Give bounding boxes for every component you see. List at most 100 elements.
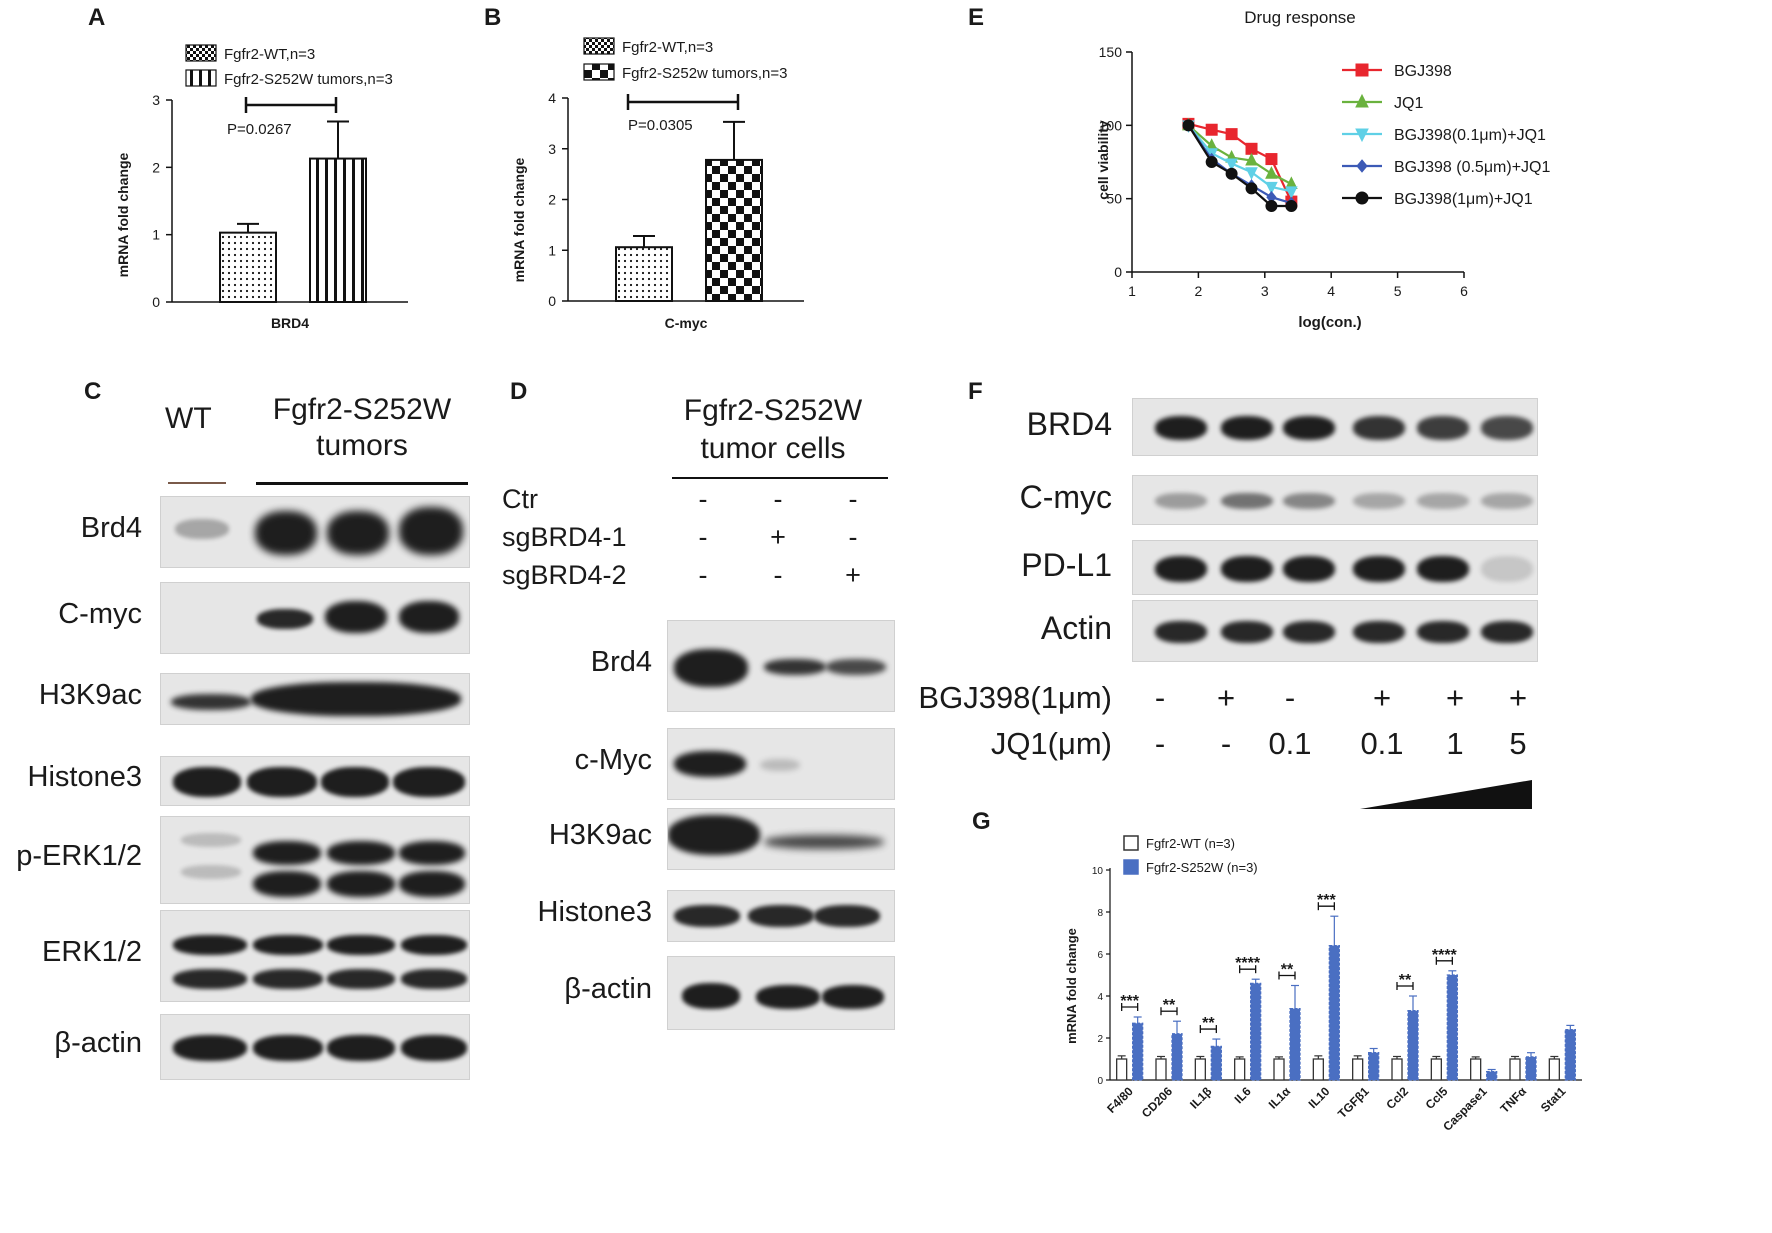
row-label: ERK1/2 [42, 936, 142, 968]
significance-stars: ** [1163, 997, 1176, 1014]
protein-band [399, 871, 465, 897]
protein-band [1221, 493, 1273, 509]
bar [1564, 1028, 1576, 1081]
bar [1132, 1022, 1144, 1081]
row-label: PD-L1 [1021, 546, 1112, 583]
bar [1273, 1058, 1285, 1081]
row-label: p-ERK1/2 [16, 840, 142, 872]
series-line [1187, 124, 1292, 208]
legend-label: BGJ398 (0.5μm)+JQ1 [1394, 159, 1550, 176]
protein-band [327, 841, 395, 865]
legend-label: Fgfr2-S252W (n=3) [1146, 860, 1258, 875]
protein-band [175, 519, 229, 539]
bar [1155, 1058, 1167, 1081]
bar [219, 231, 277, 303]
data-point [1265, 200, 1278, 212]
legend-label: JQ1 [1394, 95, 1423, 112]
legend-label-wt: Fgfr2-WT,n=3 [622, 39, 713, 56]
protein-band [401, 935, 467, 955]
significance-stars: ** [1202, 1015, 1215, 1032]
data-point [1355, 191, 1369, 205]
data-point [1285, 186, 1298, 199]
y-tick-label: 3 [152, 92, 160, 108]
legend-swatch-wt [583, 37, 615, 55]
x-tick-label: TNFα [1498, 1084, 1530, 1116]
protein-band [321, 767, 389, 797]
bar [1289, 1007, 1301, 1081]
treatment-mark: - [1284, 680, 1296, 715]
protein-band [173, 767, 241, 797]
blot-strip [667, 728, 895, 800]
legend-label-tumor: Fgfr2-S252w tumors,n=3 [622, 65, 788, 82]
bar [1525, 1056, 1537, 1081]
row-label: Histone3 [27, 761, 142, 793]
data-point [1205, 123, 1218, 136]
legend-label: Fgfr2-WT (n=3) [1146, 836, 1235, 851]
x-tick-label: 6 [1460, 283, 1468, 299]
bar [1116, 1058, 1128, 1081]
legend-swatch [1123, 835, 1139, 851]
protein-band [1155, 416, 1207, 440]
protein-band [1417, 493, 1469, 509]
row-label: Histone3 [537, 896, 652, 928]
panel-e-line-chart: Drug response cell viability log(con.) 0… [1095, 8, 1550, 331]
protein-band [173, 935, 247, 955]
protein-band [327, 969, 395, 989]
bar [1430, 1058, 1442, 1081]
condition-label: sgBRD4-1 [502, 522, 627, 552]
bar [1234, 1058, 1246, 1081]
y-tick-label: 0 [1097, 1076, 1103, 1087]
y-tick-label: 2 [548, 192, 556, 208]
legend-label-wt: Fgfr2-WT,n=3 [224, 46, 315, 63]
protein-band [255, 511, 317, 555]
bar [1486, 1070, 1498, 1081]
bar [615, 246, 673, 302]
data-point [1265, 166, 1278, 179]
protein-band [327, 1035, 395, 1061]
blot-strip [160, 496, 470, 568]
protein-band [748, 905, 814, 927]
protein-band [1283, 555, 1335, 582]
data-point [1356, 159, 1368, 173]
condition-mark: - [848, 484, 858, 514]
protein-band [253, 841, 321, 865]
data-point [1245, 142, 1258, 155]
col-label-tumors: Fgfr2-S252W tumors [272, 393, 452, 462]
x-tick-label: F4/80 [1104, 1084, 1136, 1116]
protein-band [1481, 493, 1533, 509]
y-tick-label: 10 [1092, 866, 1104, 877]
protein-band [253, 969, 323, 989]
protein-band [325, 601, 387, 633]
panel-label-f: F [968, 378, 983, 405]
col-label-wt: WT [165, 402, 212, 435]
condition-mark: - [773, 484, 783, 514]
protein-band [1353, 416, 1405, 440]
x-tick-label: IL1α [1266, 1084, 1294, 1112]
blot-strip [667, 956, 895, 1030]
protein-band [1481, 555, 1533, 582]
protein-band [181, 865, 241, 879]
y-tick-label: 4 [1097, 992, 1103, 1003]
legend-label: BGJ398(0.1μm)+JQ1 [1394, 127, 1546, 144]
significance-stars: *** [1317, 892, 1336, 909]
condition-mark: - [773, 560, 783, 590]
protein-band [764, 659, 826, 675]
panel-label-e: E [968, 4, 985, 31]
protein-band [1417, 555, 1469, 582]
panel-g-bar-chart: mRNA fold change 0 2 4 6 8 10 *** F4/80 ** CD206… [1064, 835, 1582, 1134]
blot-strip [1132, 540, 1538, 595]
bar [1470, 1058, 1482, 1081]
treatment-mark: + [1445, 680, 1465, 715]
bar [1171, 1033, 1183, 1081]
bar [1446, 974, 1458, 1081]
x-tick-label: Stat1 [1538, 1084, 1569, 1115]
legend-swatch [1123, 859, 1139, 875]
protein-band [1481, 621, 1533, 643]
treatment-mark: 5 [1509, 726, 1527, 761]
panel-label-b: B [484, 4, 502, 31]
y-tick-label: 8 [1097, 908, 1103, 919]
protein-band [253, 935, 323, 955]
data-point [1355, 63, 1369, 77]
protein-band [1155, 621, 1207, 643]
y-tick-label: 3 [548, 141, 556, 157]
